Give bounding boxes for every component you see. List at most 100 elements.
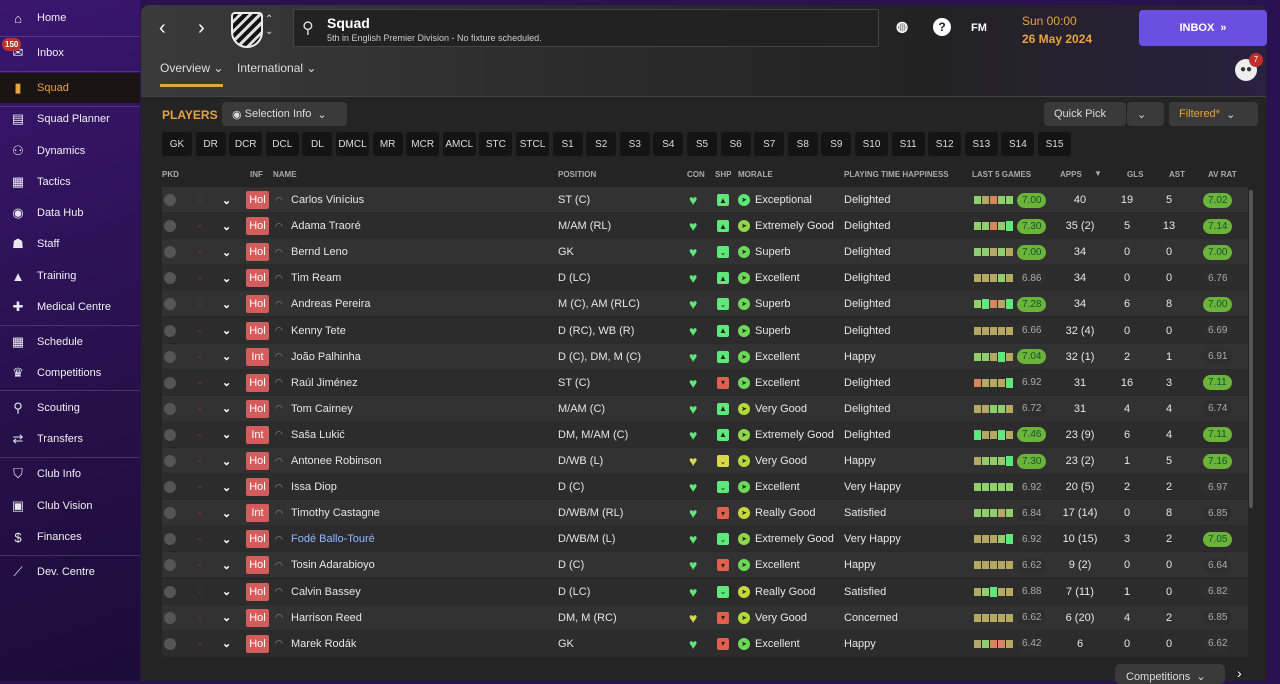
picked-checkbox[interactable] <box>164 448 176 474</box>
position-filter-s14[interactable]: S14 <box>1001 132 1035 156</box>
info-badge[interactable]: Hol <box>246 556 269 575</box>
table-row[interactable]: - ⌄ Hol ◠ Fodé Ballo-Touré D/WB/M (L) ♥ ⌄ ➤ Extre… <box>162 526 1248 553</box>
column-header-apps[interactable]: APPS <box>1060 170 1082 179</box>
table-row[interactable]: - ⌄ Hol ◠ Issa Diop D (C) ♥ ⌄ ➤ Excellent Very Hap… <box>162 474 1248 501</box>
row-menu-chevron-icon[interactable]: ⌄ <box>222 481 232 494</box>
position-filter-gk[interactable]: GK <box>162 132 192 156</box>
table-row[interactable]: - ⌄ Hol ◠ Bernd Leno GK ♥ ⌄ ➤ Superb Delighted 7.00… <box>162 239 1248 266</box>
player-name-link[interactable]: Harrison Reed <box>291 611 362 624</box>
position-filter-s4[interactable]: S4 <box>653 132 684 156</box>
row-menu-chevron-icon[interactable]: ⌄ <box>222 638 232 651</box>
info-badge[interactable]: Hol <box>246 295 269 314</box>
filter-dropdown[interactable]: Filtered* ⌄ <box>1169 102 1258 126</box>
position-filter-dmcl[interactable]: DMCL <box>336 132 369 156</box>
position-filter-s3[interactable]: S3 <box>619 132 650 156</box>
table-row[interactable]: - ⌄ Hol ◠ Antonee Robinson D/WB (L) ♥ ⌄ ➤ Very Go… <box>162 448 1248 474</box>
competitions-dropdown[interactable]: Competitions ⌄ <box>1115 664 1225 684</box>
sidebar-item-home[interactable]: ⌂ Home <box>0 3 140 33</box>
table-row[interactable]: - ⌄ Hol ◠ Andreas Pereira M (C), AM (RLC) ♥ ⌄ ➤ S… <box>162 291 1248 318</box>
player-name-link[interactable]: Timothy Castagne <box>291 507 380 520</box>
position-filter-stcl[interactable]: STCL <box>516 132 549 156</box>
sidebar-item-club-info[interactable]: ⛉ Club Info <box>0 459 140 489</box>
picked-checkbox[interactable] <box>164 370 176 396</box>
column-header-av-rat[interactable]: AV RAT <box>1208 170 1237 179</box>
player-name-link[interactable]: João Palhinha <box>291 350 361 363</box>
sidebar-item-club-vision[interactable]: ▣ Club Vision <box>0 491 140 521</box>
info-badge[interactable]: Hol <box>246 452 269 470</box>
table-row[interactable]: - ⌄ Hol ◠ Harrison Reed DM, M (RC) ♥ ▾ ➤ Very Goo… <box>162 604 1248 631</box>
table-row[interactable]: - ⌄ Hol ◠ Kenny Tete D (RC), WB (R) ♥ ▲ ➤ Superb D… <box>162 317 1248 344</box>
column-header-inf[interactable]: INF <box>250 170 263 179</box>
sidebar-item-squad-planner[interactable]: ▤ Squad Planner <box>0 104 140 134</box>
sidebar-item-medical-centre[interactable]: ✚ Medical Centre <box>0 292 140 322</box>
player-name-link[interactable]: Bernd Leno <box>291 246 348 259</box>
sidebar-item-transfers[interactable]: ⇄ Transfers <box>0 424 140 454</box>
info-badge[interactable]: Hol <box>246 399 269 418</box>
info-badge[interactable]: Hol <box>246 530 269 549</box>
row-menu-chevron-icon[interactable]: ⌄ <box>222 272 232 285</box>
position-filter-stc[interactable]: STC <box>479 132 513 156</box>
column-header-name[interactable]: NAME <box>273 170 297 179</box>
column-header-gls[interactable]: GLS <box>1127 170 1144 179</box>
position-filter-s12[interactable]: S12 <box>928 132 962 156</box>
row-menu-chevron-icon[interactable]: ⌄ <box>222 351 232 364</box>
quick-pick-dropdown[interactable]: ⌄ <box>1127 102 1164 126</box>
column-header-position[interactable]: POSITION <box>558 170 597 179</box>
sidebar-item-dev-centre[interactable]: ⟋ Dev. Centre <box>0 557 140 587</box>
row-menu-chevron-icon[interactable]: ⌄ <box>222 507 232 520</box>
position-filter-s7[interactable]: S7 <box>754 132 785 156</box>
player-name-link[interactable]: Tim Ream <box>291 272 342 285</box>
back-button[interactable]: ‹ <box>159 17 166 39</box>
selection-info-dropdown[interactable]: ◉ Selection Info ⌄ <box>222 102 347 126</box>
position-filter-s11[interactable]: S11 <box>891 132 925 156</box>
position-filter-dcr[interactable]: DCR <box>229 132 263 156</box>
row-menu-chevron-icon[interactable]: ⌄ <box>222 559 232 572</box>
sidebar-item-training[interactable]: ▲ Training <box>0 261 140 291</box>
info-badge[interactable]: Hol <box>246 191 269 209</box>
picked-checkbox[interactable] <box>164 579 176 605</box>
picked-checkbox[interactable] <box>164 500 176 526</box>
picked-checkbox[interactable] <box>164 526 176 552</box>
row-menu-chevron-icon[interactable]: ⌄ <box>222 533 232 546</box>
info-badge[interactable]: Hol <box>246 634 269 653</box>
table-scrollbar[interactable] <box>1249 190 1253 508</box>
player-name-link[interactable]: Tosin Adarabioyo <box>291 559 375 572</box>
up-down-arrows-icon[interactable]: ⌃ ⌄ <box>265 14 274 37</box>
row-menu-chevron-icon[interactable]: ⌄ <box>222 455 232 468</box>
picked-checkbox[interactable] <box>164 187 176 213</box>
help-icon[interactable]: ? <box>933 18 951 36</box>
player-name-link[interactable]: Fodé Ballo-Touré <box>291 533 375 546</box>
sidebar-item-data-hub[interactable]: ◉ Data Hub <box>0 198 140 228</box>
table-row[interactable]: - ⌄ Hol ◠ Tim Ream D (LC) ♥ ▲ ➤ Excellent Delighte… <box>162 265 1248 292</box>
globe-icon[interactable]: ◍ <box>896 18 909 34</box>
sidebar-item-competitions[interactable]: ♛ Competitions <box>0 358 140 388</box>
picked-checkbox[interactable] <box>164 605 176 631</box>
sidebar-item-staff[interactable]: ☗ Staff <box>0 229 140 259</box>
player-name-link[interactable]: Issa Diop <box>291 481 337 494</box>
picked-checkbox[interactable] <box>164 474 176 500</box>
info-badge[interactable]: Hol <box>246 321 269 340</box>
column-header-pkd[interactable]: PKD <box>162 170 179 179</box>
player-name-link[interactable]: Raúl Jiménez <box>291 376 358 389</box>
table-row[interactable]: - ⌄ Hol ◠ Calvin Bassey D (LC) ♥ ⌄ ➤ Really Good S… <box>162 578 1248 605</box>
position-filter-dl[interactable]: DL <box>302 132 333 156</box>
position-filter-s10[interactable]: S10 <box>855 132 888 156</box>
row-menu-chevron-icon[interactable]: ⌄ <box>222 298 232 311</box>
row-menu-chevron-icon[interactable]: ⌄ <box>222 220 232 233</box>
picked-checkbox[interactable] <box>164 396 176 422</box>
sidebar-item-tactics[interactable]: ▦ Tactics <box>0 167 140 197</box>
picked-checkbox[interactable] <box>164 422 176 448</box>
sidebar-item-scouting[interactable]: ⚲ Scouting <box>0 393 140 423</box>
sidebar-item-schedule[interactable]: ▦ Schedule <box>0 327 140 357</box>
position-filter-s8[interactable]: S8 <box>787 132 818 156</box>
info-badge[interactable]: Hol <box>246 608 269 627</box>
column-header-shp[interactable]: SHP <box>715 170 732 179</box>
player-name-link[interactable]: Marek Rodák <box>291 637 357 650</box>
player-name-link[interactable]: Saša Lukić <box>291 428 345 441</box>
position-filter-s13[interactable]: S13 <box>964 132 998 156</box>
table-row[interactable]: - ⌄ Hol ◠ Carlos Vinícius ST (C) ♥ ▲ ➤ Exceptiona… <box>162 187 1248 213</box>
table-row[interactable]: - ⌄ Hol ◠ Marek Rodák GK ♥ ▾ ➤ Excellent Happy 6.42… <box>162 630 1248 657</box>
table-row[interactable]: - ⌄ Hol ◠ Raúl Jiménez ST (C) ♥ ▾ ➤ Excellent Deli… <box>162 369 1248 396</box>
row-menu-chevron-icon[interactable]: ⌄ <box>222 194 232 207</box>
quick-pick-button[interactable]: Quick Pick <box>1044 102 1126 126</box>
